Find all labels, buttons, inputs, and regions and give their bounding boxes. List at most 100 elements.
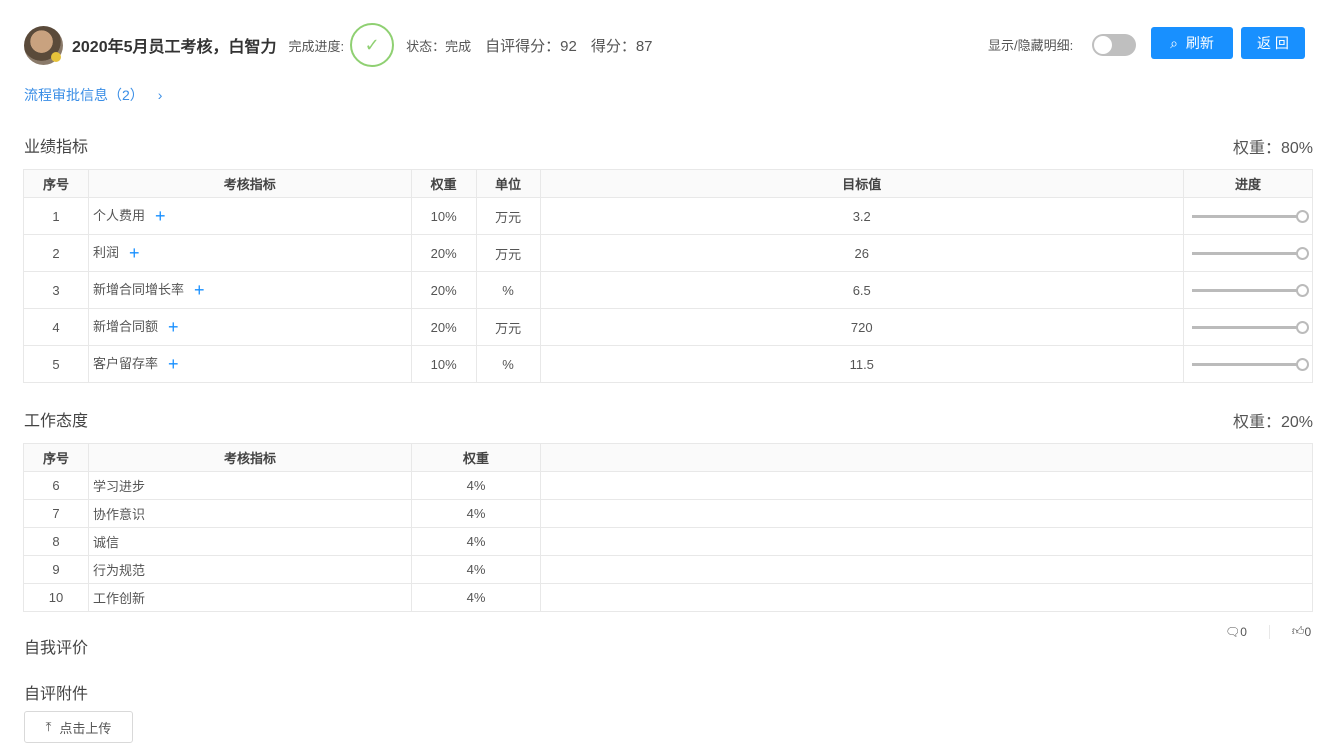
- status-text: 状态：完成: [406, 38, 472, 54]
- progress-slider[interactable]: [1191, 321, 1309, 334]
- comment-count: 0: [1240, 624, 1247, 639]
- comment-icon[interactable]: 🗨︎: [1225, 624, 1241, 639]
- table-row: 5 客户留存率 +10%% 11.5: [23, 345, 1314, 383]
- progress-cell: [1182, 197, 1314, 235]
- plus-icon[interactable]: +: [154, 206, 166, 226]
- table-row: 3 新增合同增长率 +20%% 6.5: [23, 271, 1314, 309]
- weight-cell: 4%: [411, 527, 541, 556]
- progress-slider[interactable]: [1191, 247, 1309, 260]
- column-header: 考核指标: [88, 443, 412, 472]
- progress-label: 完成进度:: [288, 38, 345, 54]
- weight-cell: 20%: [410, 271, 477, 309]
- detail-toggle[interactable]: [1092, 34, 1136, 56]
- progress-cell: [1182, 234, 1314, 272]
- weight-cell: 10%: [410, 345, 477, 383]
- progress-cell: [1182, 345, 1314, 383]
- slider-handle[interactable]: [1295, 321, 1309, 334]
- indicator-name: 个人费用: [92, 208, 145, 223]
- indicator-name: 客户留存率: [92, 356, 158, 371]
- refresh-button[interactable]: ⌕ 刷新: [1151, 27, 1233, 59]
- divider: [1268, 624, 1270, 639]
- table-row: 7 协作意识 4%: [23, 499, 1313, 528]
- weight-cell: 4%: [411, 471, 541, 500]
- progress-cell: [1182, 308, 1314, 346]
- target-cell: 3.2: [539, 197, 1184, 235]
- table-row: 2 利润 +20% 万元 26: [23, 234, 1314, 272]
- slider-handle[interactable]: [1295, 284, 1309, 297]
- plus-icon[interactable]: +: [193, 280, 205, 300]
- slider-handle[interactable]: [1295, 247, 1309, 260]
- avatar: [24, 25, 63, 65]
- column-header: 考核指标: [87, 169, 412, 198]
- indicator-name: 新增合同增长率: [92, 282, 184, 297]
- complete-check-icon: ✓: [350, 23, 395, 67]
- row-number: 9: [23, 555, 89, 584]
- row-number: 5: [23, 345, 89, 383]
- table-row: 8 诚信 4%: [23, 527, 1313, 556]
- row-number: 8: [23, 527, 89, 556]
- attitude-title: 工作态度: [24, 413, 89, 430]
- approval-link-text: 流程审批信息（2）: [24, 87, 144, 103]
- progress-slider[interactable]: [1191, 358, 1309, 371]
- slider-fill: [1191, 289, 1302, 292]
- target-cell: 26: [539, 234, 1184, 272]
- attitude-weight: 权重：20%: [1232, 414, 1313, 431]
- empty-cell: [540, 499, 1313, 528]
- slider-fill: [1191, 215, 1302, 218]
- upload-label: 点击上传: [59, 720, 112, 736]
- slider-fill: [1191, 252, 1302, 255]
- back-button[interactable]: 返 回: [1241, 27, 1305, 59]
- upload-icon: ⤒: [45, 719, 52, 734]
- slider-handle[interactable]: [1295, 358, 1309, 371]
- self-eval-title: 自我评价: [24, 640, 89, 657]
- unit-cell: %: [475, 345, 541, 383]
- slider-handle[interactable]: [1295, 210, 1309, 223]
- row-number: 3: [23, 271, 89, 309]
- table-row: 6 学习进步 4%: [23, 471, 1313, 500]
- score: 得分：87: [590, 37, 653, 55]
- unit-cell: 万元: [475, 308, 541, 346]
- plus-icon[interactable]: +: [167, 354, 179, 374]
- approval-info-link[interactable]: 流程审批信息（2） ›: [24, 85, 162, 105]
- empty-cell: [540, 471, 1313, 500]
- progress-cell: [1182, 271, 1314, 309]
- search-icon: ⌕: [1170, 34, 1178, 51]
- row-number: 6: [23, 471, 89, 500]
- column-header: 单位: [475, 169, 541, 198]
- indicator-cell: 利润 +: [87, 234, 412, 272]
- indicator-name: 诚信: [88, 527, 412, 556]
- table-row: 4 新增合同额 +20% 万元 720: [23, 308, 1314, 346]
- attachments-title: 自评附件: [24, 686, 89, 703]
- performance-table: 序号 考核指标 权重 单位 目标值 进度 1 个人费用 +10% 万元 3.2 2 利润 +20% 万元 2…: [23, 169, 1314, 383]
- indicator-cell: 新增合同额 +: [87, 308, 412, 346]
- row-number: 2: [23, 234, 89, 272]
- weight-cell: 10%: [410, 197, 477, 235]
- self-score: 自评得分：92: [485, 37, 577, 55]
- refresh-label: 刷新: [1185, 35, 1214, 51]
- plus-icon[interactable]: +: [128, 243, 140, 263]
- indicator-name: 行为规范: [88, 555, 412, 584]
- column-header: 进度: [1182, 169, 1314, 198]
- indicator-name: 协作意识: [88, 499, 412, 528]
- weight-cell: 20%: [410, 308, 477, 346]
- target-cell: 6.5: [539, 271, 1184, 309]
- progress-slider[interactable]: [1191, 284, 1309, 297]
- progress-slider[interactable]: [1191, 210, 1309, 223]
- plus-icon[interactable]: +: [167, 317, 179, 337]
- indicator-name: 利润: [92, 245, 119, 260]
- page-title: 2020年5月员工考核，白智力: [72, 39, 277, 56]
- row-number: 7: [23, 499, 89, 528]
- row-number: 1: [23, 197, 89, 235]
- toggle-label: 显示/隐藏明细:: [988, 38, 1074, 53]
- empty-cell: [540, 527, 1313, 556]
- weight-cell: 4%: [411, 499, 541, 528]
- upload-button[interactable]: ⤒ 点击上传: [24, 711, 133, 743]
- unit-cell: 万元: [475, 234, 541, 272]
- header: 2020年5月员工考核，白智力 完成进度: ✓ 状态：完成 自评得分：92 得分…: [24, 23, 653, 67]
- weight-cell: 4%: [411, 583, 541, 612]
- column-header: 权重: [410, 169, 477, 198]
- table-row: 9 行为规范 4%: [23, 555, 1313, 584]
- thumbs-up-icon[interactable]: 👍︎: [1291, 624, 1305, 638]
- toggle-knob: [1094, 36, 1112, 54]
- column-header: 权重: [411, 443, 541, 472]
